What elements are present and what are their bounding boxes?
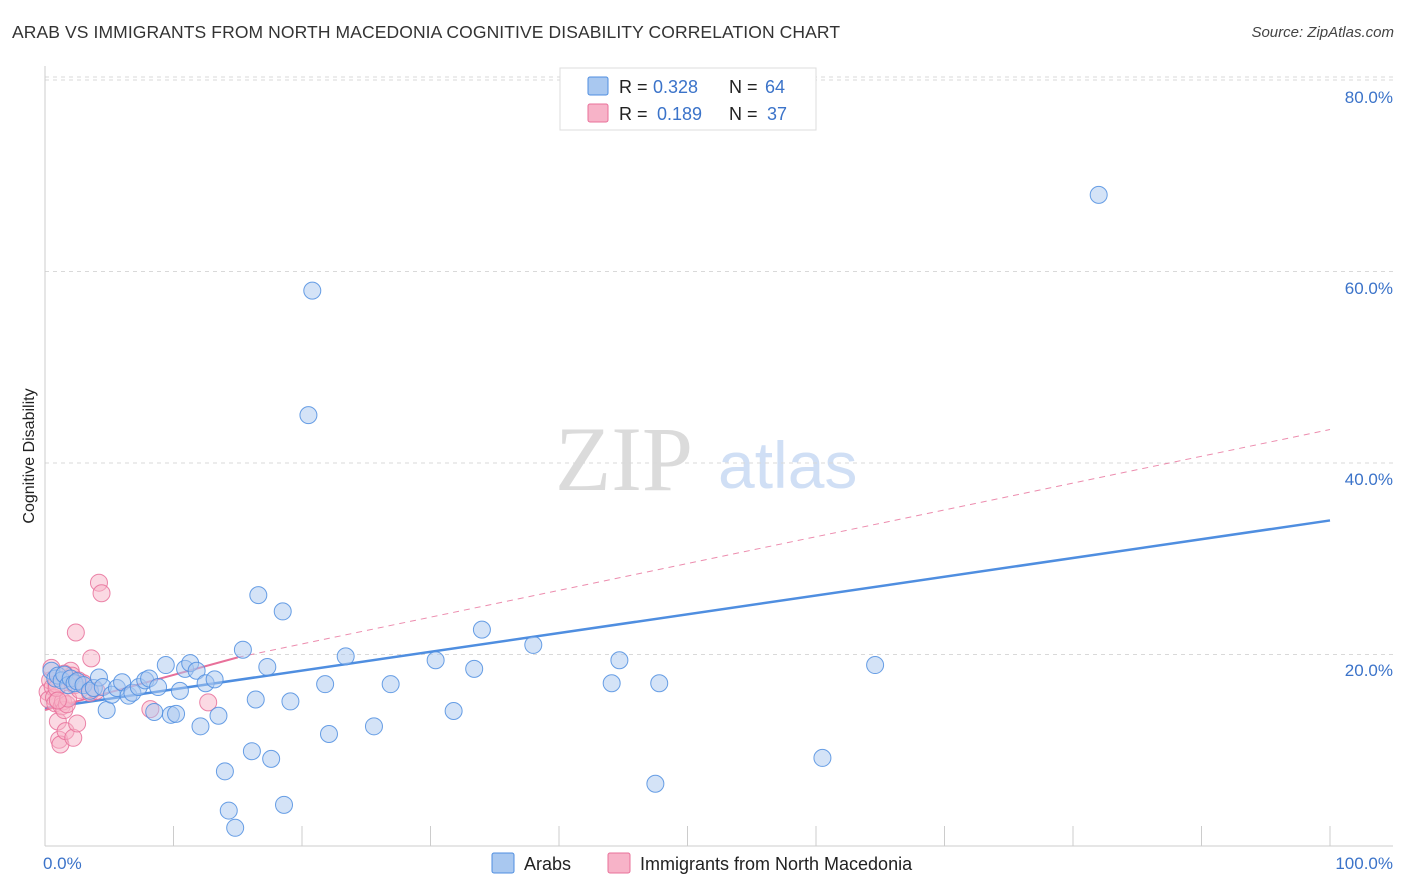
data-point-blue	[191, 717, 210, 736]
legend-r-label: R =	[619, 104, 648, 124]
data-point-blue	[170, 681, 189, 700]
data-point-blue	[246, 690, 265, 709]
y-tick-label: 80.0%	[1345, 88, 1393, 107]
watermark-atlas: atlas	[718, 428, 857, 502]
data-point-pink	[48, 691, 67, 710]
data-point-blue	[205, 670, 224, 689]
trendline-extension-pink	[237, 428, 1331, 658]
legend-r-value: 0.328	[653, 77, 698, 97]
data-point-blue	[303, 281, 322, 300]
data-point-pink	[92, 584, 111, 603]
data-point-blue	[364, 717, 383, 736]
data-point-blue	[219, 801, 238, 820]
data-point-pink	[82, 649, 101, 668]
data-point-pink	[199, 693, 218, 712]
data-point-blue	[233, 640, 252, 659]
watermark-zip: ZIP	[555, 408, 693, 510]
data-point-blue	[215, 762, 234, 781]
data-point-blue	[646, 774, 665, 793]
chart-title: ARAB VS IMMIGRANTS FROM NORTH MACEDONIA …	[12, 22, 841, 42]
data-point-blue	[249, 586, 268, 605]
data-point-blue	[426, 651, 445, 670]
data-point-blue	[472, 620, 491, 639]
data-point-blue	[187, 661, 206, 680]
legend-n-label: N =	[729, 104, 758, 124]
data-point-blue	[273, 602, 292, 621]
y-tick-label: 20.0%	[1345, 661, 1393, 680]
data-point-blue	[209, 706, 228, 725]
data-point-blue	[813, 748, 832, 767]
gridlines	[45, 76, 1393, 655]
axes	[44, 66, 1393, 847]
legend-r-value: 0.189	[657, 104, 702, 124]
legend-box: R = 0.328 N = 64 R = 0.189 N = 37	[559, 67, 817, 131]
data-point-blue	[1089, 185, 1108, 204]
data-point-blue	[465, 659, 484, 678]
bottom-legend-arabs: Arabs	[524, 854, 571, 874]
legend-n-value: 64	[765, 77, 785, 97]
data-point-blue	[336, 647, 355, 666]
legend-r-label: R =	[619, 77, 648, 97]
source-label: Source: ZipAtlas.com	[1251, 24, 1394, 41]
data-point-blue	[299, 406, 318, 425]
data-point-blue	[524, 635, 543, 654]
bottom-legend: Arabs Immigrants from North Macedonia	[491, 852, 913, 874]
data-point-blue	[316, 675, 335, 694]
data-point-blue	[444, 701, 463, 720]
legend-n-label: N =	[729, 77, 758, 97]
x-tick-label-start: 0.0%	[43, 854, 82, 873]
y-tick-label: 40.0%	[1345, 470, 1393, 489]
x-tick-label-end: 100.0%	[1335, 854, 1393, 873]
data-point-blue	[281, 692, 300, 711]
legend-swatch-pink	[587, 103, 609, 123]
data-point-blue	[156, 656, 175, 675]
data-point-blue	[242, 742, 261, 761]
bottom-legend-macedonia: Immigrants from North Macedonia	[640, 854, 913, 874]
data-point-blue	[381, 675, 400, 694]
data-point-blue	[149, 678, 168, 697]
y-tick-label: 60.0%	[1345, 279, 1393, 298]
y-axis-label: Cognitive Disability	[21, 388, 38, 523]
data-point-blue	[650, 674, 669, 693]
data-point-blue	[97, 701, 116, 720]
data-point-pink	[66, 623, 85, 642]
data-point-blue	[262, 749, 281, 768]
points-arabs	[42, 185, 1108, 837]
data-point-blue	[258, 657, 277, 676]
legend-swatch-blue	[587, 76, 609, 96]
bottom-legend-swatch-arabs	[491, 852, 515, 874]
data-point-blue	[610, 651, 629, 670]
bottom-legend-swatch-macedonia	[607, 852, 631, 874]
data-point-blue	[145, 702, 164, 721]
data-point-pink	[68, 714, 87, 733]
data-point-blue	[866, 656, 885, 675]
data-point-blue	[167, 704, 186, 723]
data-point-blue	[602, 674, 621, 693]
data-point-blue	[226, 818, 245, 837]
legend-n-value: 37	[767, 104, 787, 124]
data-point-blue	[275, 795, 294, 814]
data-point-blue	[319, 724, 338, 743]
trendline-blue	[44, 519, 1331, 710]
